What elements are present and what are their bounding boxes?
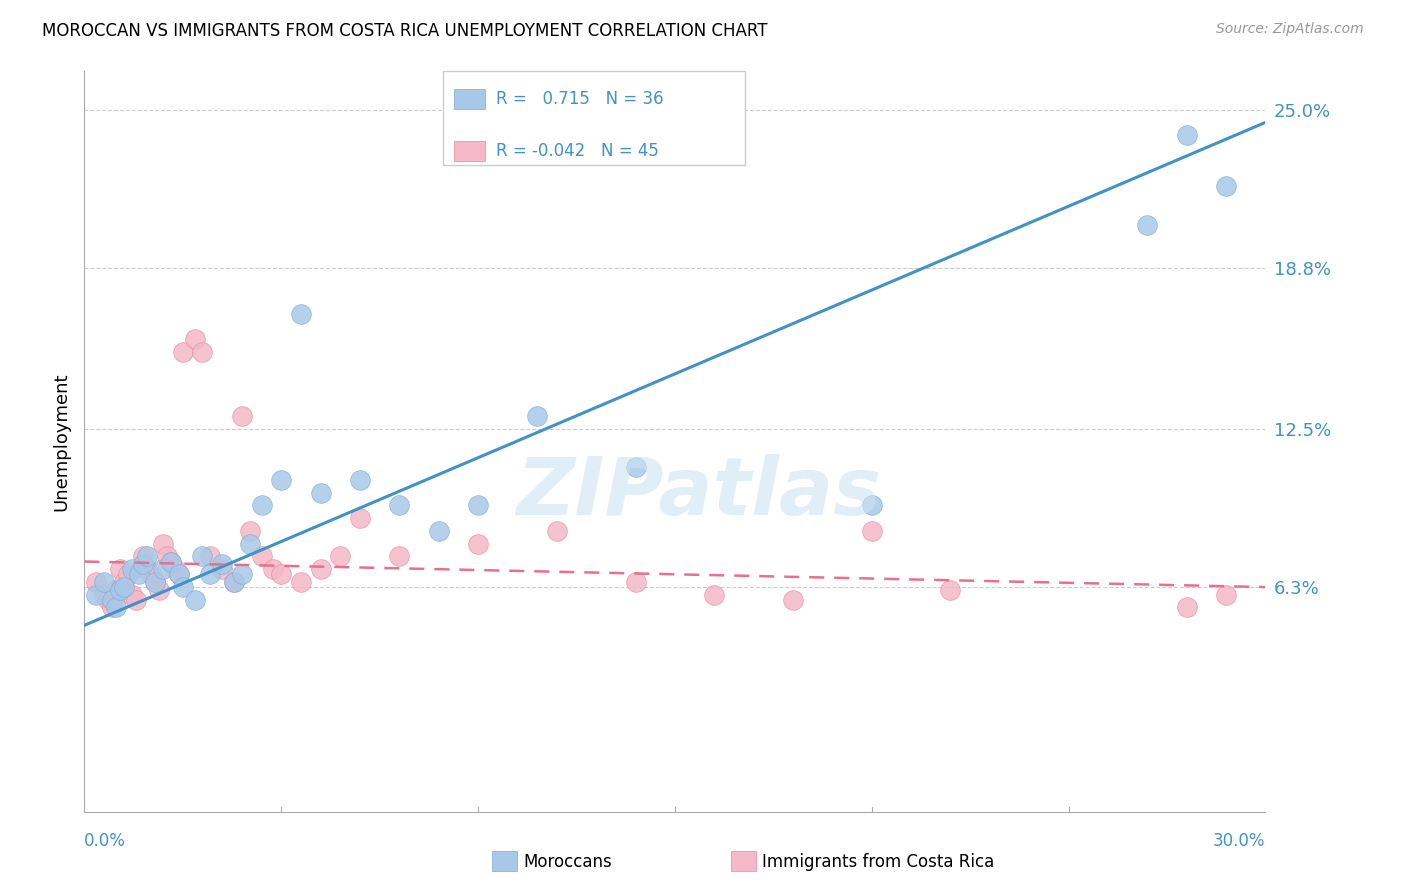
Point <box>183 333 205 347</box>
Point <box>624 574 647 589</box>
Text: R = -0.042   N = 45: R = -0.042 N = 45 <box>496 142 659 160</box>
Point <box>1215 179 1237 194</box>
Point <box>163 562 186 576</box>
Text: R =   0.715   N = 36: R = 0.715 N = 36 <box>496 90 664 108</box>
Text: Immigrants from Costa Rica: Immigrants from Costa Rica <box>762 853 994 871</box>
Text: 0.0%: 0.0% <box>84 832 127 850</box>
Point <box>1215 588 1237 602</box>
Point <box>124 592 146 607</box>
Point <box>309 562 332 576</box>
Text: MOROCCAN VS IMMIGRANTS FROM COSTA RICA UNEMPLOYMENT CORRELATION CHART: MOROCCAN VS IMMIGRANTS FROM COSTA RICA U… <box>42 22 768 40</box>
Point <box>108 582 131 597</box>
Point <box>112 574 135 589</box>
Point <box>1136 218 1159 232</box>
Point <box>167 567 190 582</box>
Point <box>104 582 127 597</box>
Point <box>1175 128 1198 143</box>
Point <box>152 562 174 576</box>
Point <box>160 555 183 569</box>
Point <box>329 549 352 564</box>
Point <box>546 524 568 538</box>
Point <box>183 592 205 607</box>
Point <box>211 562 233 576</box>
Point <box>101 592 124 607</box>
Point <box>121 588 143 602</box>
Point <box>141 567 163 582</box>
Point <box>222 574 245 589</box>
Point <box>526 409 548 423</box>
Point <box>222 574 245 589</box>
Point <box>101 600 124 615</box>
Point <box>152 536 174 550</box>
Point <box>84 574 107 589</box>
Point <box>349 473 371 487</box>
Point <box>427 524 450 538</box>
Point <box>290 574 312 589</box>
Point <box>1175 600 1198 615</box>
Point <box>143 574 166 589</box>
Point <box>270 567 292 582</box>
Point <box>239 536 262 550</box>
Point <box>104 600 127 615</box>
Point <box>349 511 371 525</box>
Text: Source: ZipAtlas.com: Source: ZipAtlas.com <box>1216 22 1364 37</box>
Point <box>467 499 489 513</box>
Point <box>250 499 273 513</box>
Point <box>191 345 214 359</box>
Point <box>388 549 411 564</box>
Point <box>782 592 804 607</box>
Y-axis label: Unemployment: Unemployment <box>52 372 70 511</box>
Point <box>93 588 115 602</box>
Point <box>136 549 159 564</box>
Point <box>172 580 194 594</box>
Point <box>172 345 194 359</box>
Text: Moroccans: Moroccans <box>523 853 612 871</box>
Point <box>467 536 489 550</box>
Point <box>97 592 120 607</box>
Point <box>121 562 143 576</box>
Point <box>703 588 725 602</box>
Point <box>231 409 253 423</box>
Point <box>160 555 183 569</box>
Point <box>309 485 332 500</box>
Point <box>200 549 222 564</box>
Point <box>132 557 155 571</box>
Point <box>108 562 131 576</box>
Point <box>93 574 115 589</box>
Point <box>132 549 155 564</box>
Point <box>117 567 139 582</box>
Text: 30.0%: 30.0% <box>1213 832 1265 850</box>
Point <box>167 567 190 582</box>
Point <box>211 557 233 571</box>
Point <box>156 549 179 564</box>
Point <box>262 562 284 576</box>
Text: ZIPatlas: ZIPatlas <box>516 454 882 533</box>
Point <box>860 524 883 538</box>
Point <box>112 580 135 594</box>
Point <box>191 549 214 564</box>
Point <box>200 567 222 582</box>
Point <box>128 567 150 582</box>
Point <box>860 499 883 513</box>
Point <box>143 574 166 589</box>
Point <box>239 524 262 538</box>
Point <box>290 307 312 321</box>
Point <box>136 562 159 576</box>
Point <box>939 582 962 597</box>
Point <box>388 499 411 513</box>
Point <box>270 473 292 487</box>
Point <box>84 588 107 602</box>
Point <box>231 567 253 582</box>
Point <box>250 549 273 564</box>
Point <box>624 460 647 475</box>
Point <box>148 582 170 597</box>
